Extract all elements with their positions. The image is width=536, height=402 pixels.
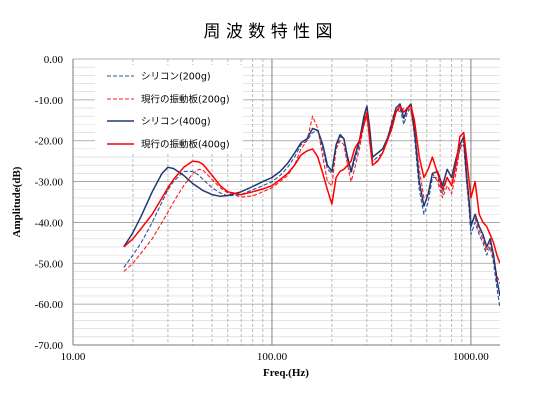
y-tick-label: -60.00 (35, 299, 64, 311)
legend-item: シリコン(200g) (107, 72, 211, 83)
y-tick-label: -50.00 (35, 258, 64, 270)
x-tick-label: 1000.00 (453, 351, 489, 363)
series-line-3 (123, 103, 500, 297)
legend-label: 現行の振動板(200g) (141, 94, 230, 106)
y-axis-label: Amplitude(dB) (11, 166, 23, 237)
tick-labels: 0.00 -10.00 -20.00 -30.00 -40.00 -50.00 -60.00… (35, 54, 490, 363)
x-axis-label: Freq.(Hz) (263, 367, 309, 379)
series-line-1 (123, 107, 500, 309)
legend-box (95, 65, 243, 152)
legend-item: 現行の振動板(400g) (107, 139, 230, 151)
legend-item: シリコン(400g) (107, 117, 211, 128)
y-tick-label: 0.00 (44, 54, 64, 66)
y-tick-label: -40.00 (35, 217, 64, 229)
legend-label: シリコン(200g) (141, 72, 211, 83)
legend-item: 現行の振動板(200g) (107, 94, 230, 106)
chart-title: 周 波 数 特 性 図 (203, 22, 332, 42)
legend-label: 現行の振動板(400g) (141, 139, 230, 151)
legend-label: シリコン(400g) (141, 117, 211, 128)
y-tick-label: -30.00 (35, 177, 64, 189)
axes (72, 59, 500, 346)
y-tick-label: -70.00 (35, 340, 64, 352)
series-line-4 (123, 105, 500, 264)
y-tick-label: -20.00 (35, 136, 64, 148)
legend: シリコン(200g) 現行の振動板(200g) シリコン(400g) 現行の振動板(4… (95, 65, 243, 152)
x-tick-label: 10.00 (61, 351, 86, 363)
y-tick-label: -10.00 (35, 95, 64, 107)
series-lines (123, 103, 500, 309)
x-tick-label: 100.00 (257, 351, 288, 363)
